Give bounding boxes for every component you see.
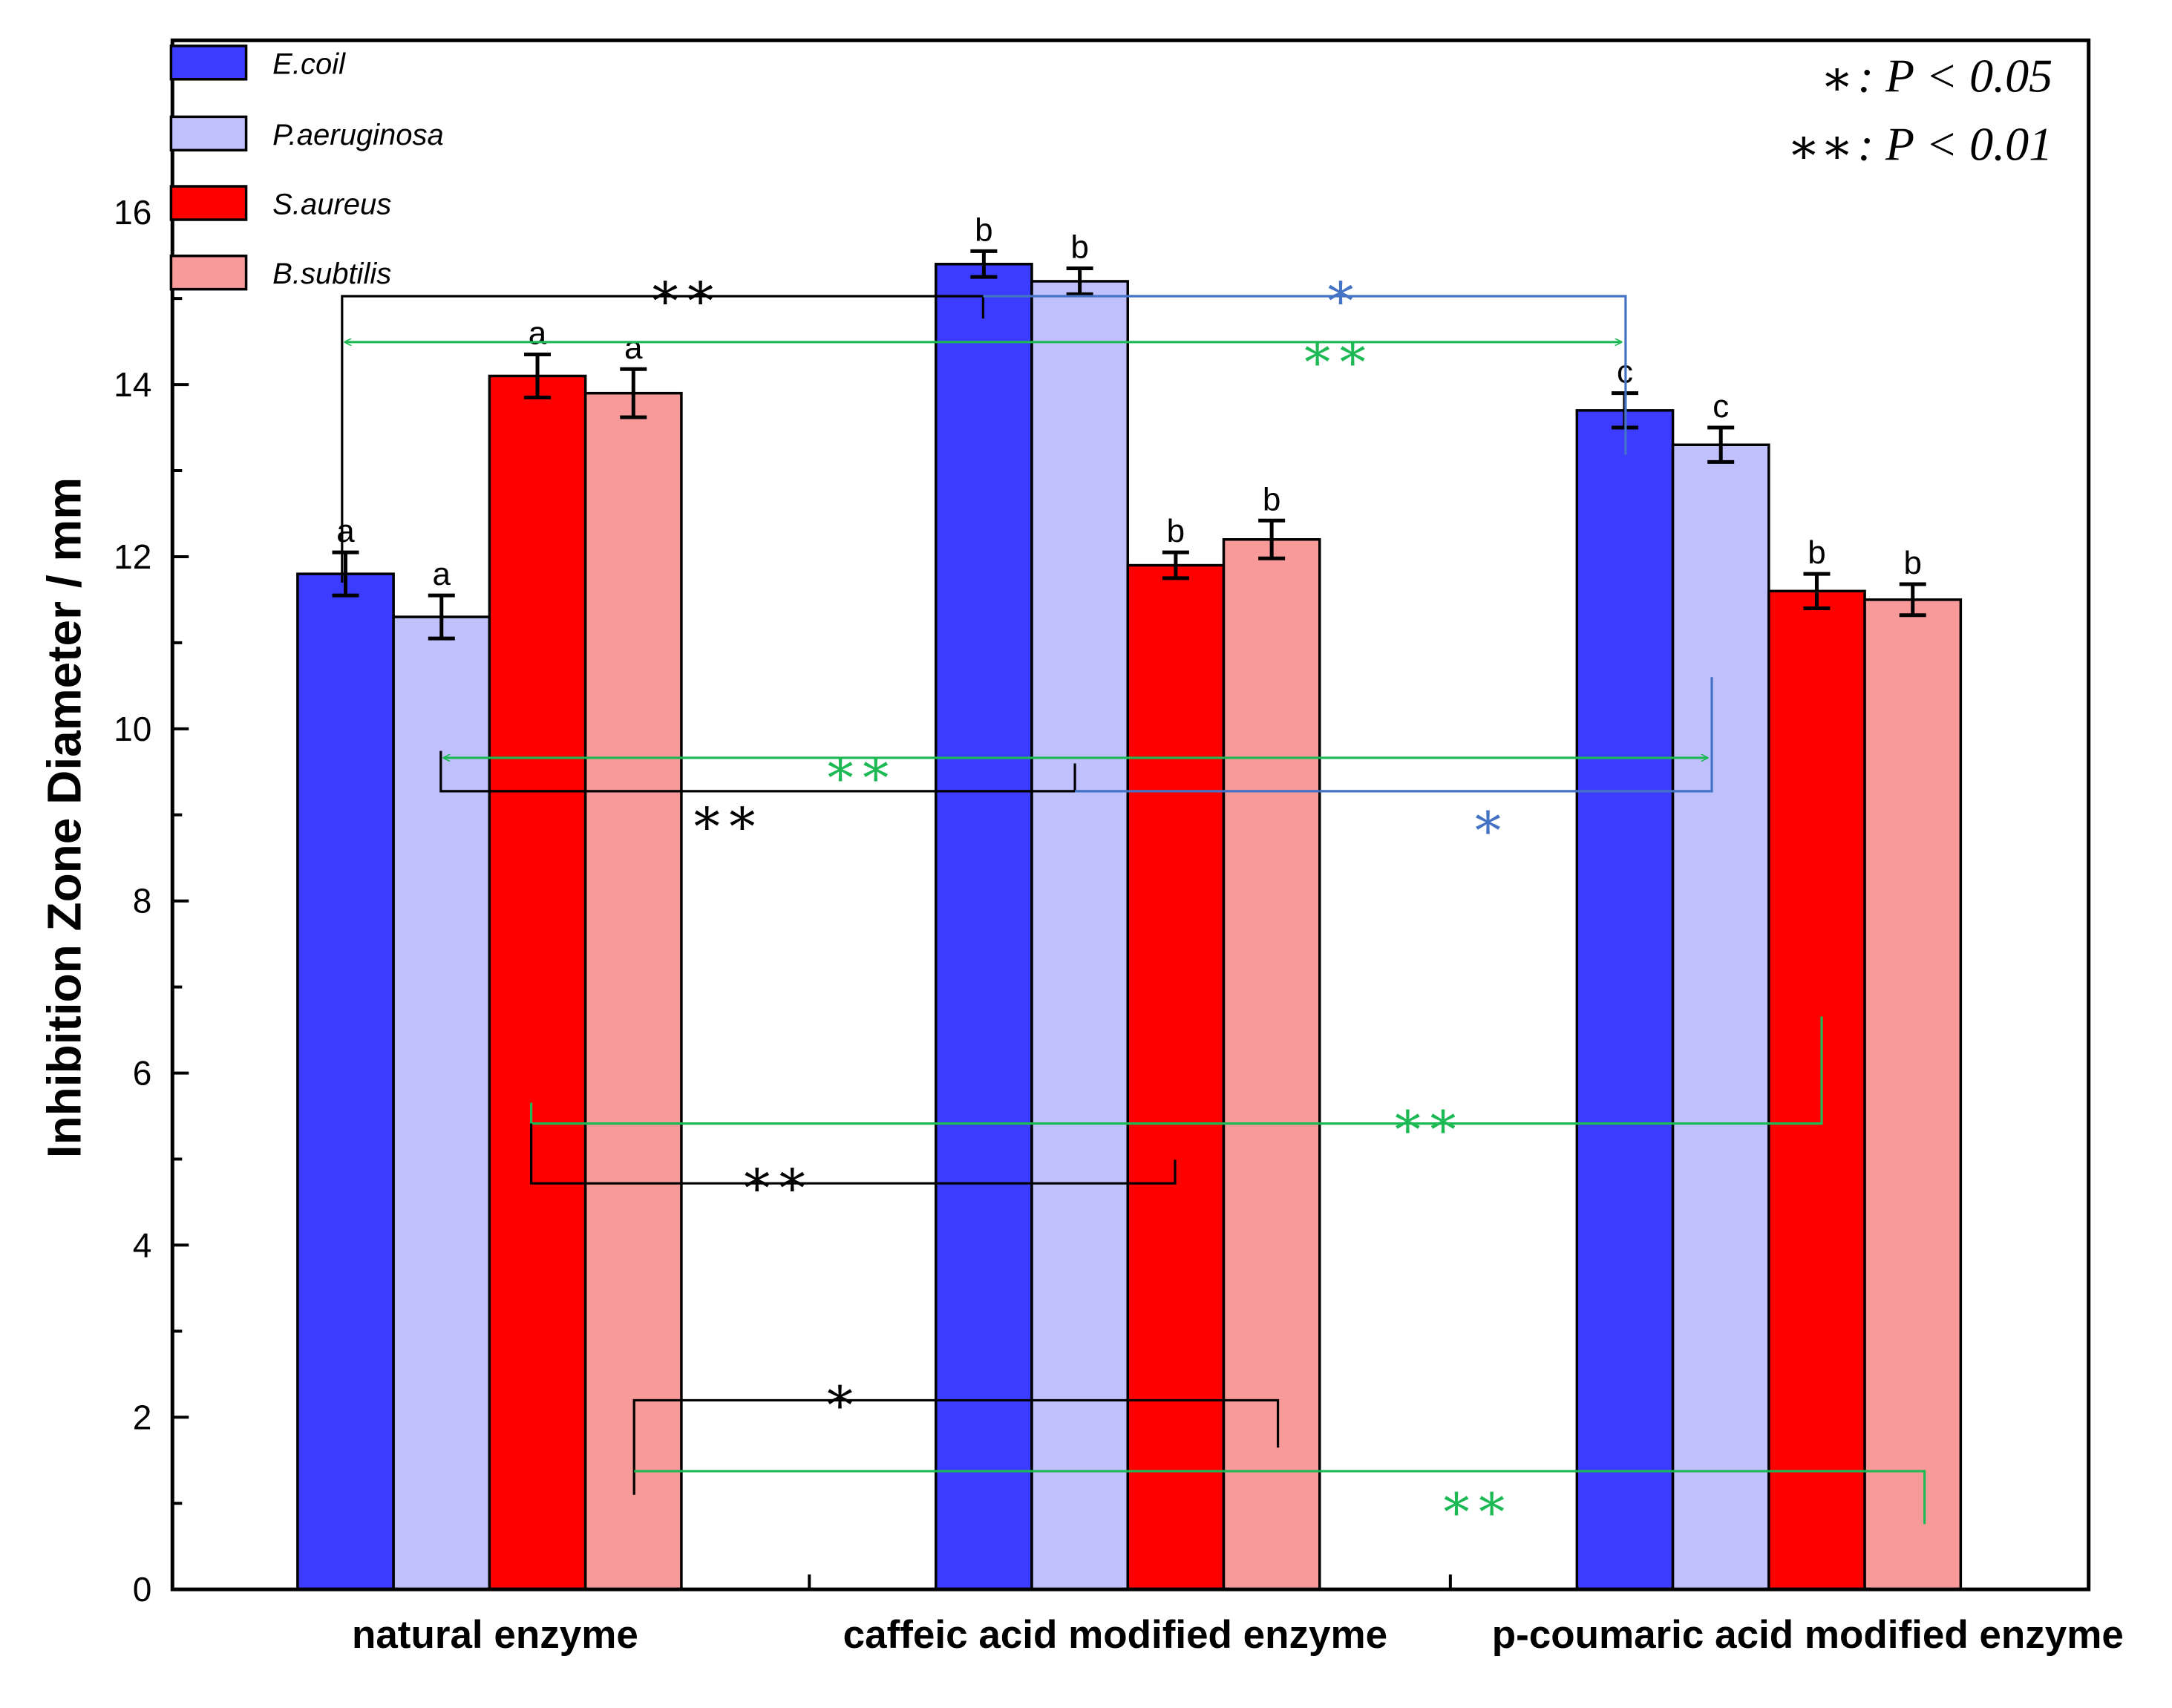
significance-label: ∗∗ <box>1390 1092 1461 1149</box>
significance-letter: b <box>1903 545 1921 581</box>
bracket-bsubtilis-natural-pcoumaric <box>634 1470 1926 1525</box>
legend-label: E.coil <box>272 48 346 80</box>
significance-label: ∗ <box>822 1367 858 1424</box>
y-tick-label: 10 <box>114 710 151 748</box>
bar-2-0 <box>488 374 587 1591</box>
significance-letter: a <box>336 513 355 549</box>
x-tick-label: p-coumaric acid modified enzyme <box>1492 1613 2124 1657</box>
y-tick-label: 14 <box>114 365 151 404</box>
bar-2-2 <box>1767 589 1866 1591</box>
significance-letter: c <box>1713 388 1729 425</box>
y-tick-label: 12 <box>114 537 151 576</box>
significance-layer: ∗∗ ∗∗∗∗∗∗∗ ∗∗∗∗∗∗∗∗ <box>341 264 1926 1532</box>
bracket-bsubtilis-natural-caffeic <box>632 1398 1280 1495</box>
significance-label: ∗ <box>1323 264 1358 321</box>
significance-key-text: : P < 0.05 <box>1858 50 2052 102</box>
bar-1-2 <box>1671 443 1770 1591</box>
significance-letter: b <box>1167 513 1185 549</box>
bar-2-1 <box>1126 563 1226 1591</box>
legend-label: S.aureus <box>272 188 391 220</box>
significance-letter: a <box>529 315 547 351</box>
bar-3-2 <box>1863 598 1963 1591</box>
significance-label: ∗∗ <box>1300 324 1370 382</box>
significance-label: ∗ <box>1471 794 1506 851</box>
legend-swatch-0 <box>169 45 248 81</box>
bracket-paeruginosa-caffeic-pcoumaric <box>1075 677 1713 793</box>
significance-label: ∗∗ <box>1439 1475 1509 1532</box>
significance-key-symbol: ∗∗ <box>1787 120 1854 174</box>
legend-swatch-2 <box>169 185 248 221</box>
bar-3-0 <box>583 391 683 1591</box>
y-tick-label: 4 <box>133 1226 152 1264</box>
y-tick-label: 6 <box>133 1054 152 1093</box>
significance-letter: b <box>1070 229 1088 266</box>
axes-layer: 0 2 4 6 8 10 12 14 16 natural enzyme caffeic acid … <box>38 38 2124 1657</box>
significance-label: ∗∗ <box>647 264 718 321</box>
significance-letter: a <box>433 556 451 592</box>
y-tick-label: 2 <box>133 1398 152 1436</box>
significance-label: ∗∗ <box>689 789 759 846</box>
bracket-saureus-natural-caffeic <box>530 1123 1177 1185</box>
significance-letter: b <box>975 212 992 248</box>
significance-key-symbol: ∗ <box>1820 52 1854 106</box>
bar-0-0 <box>296 572 395 1591</box>
y-axis-label: Inhibition Zone Diameter / mm <box>38 477 91 1158</box>
y-tick-label: 16 <box>114 193 151 232</box>
legend-swatch-3 <box>169 254 248 291</box>
bracket-ecoli-caffeic-pcoumaric <box>983 295 1627 455</box>
significance-letter: b <box>1263 481 1280 517</box>
bar-0-1 <box>934 263 1033 1591</box>
y-tick-label: 8 <box>133 882 152 920</box>
bracket-ecoli-natural-caffeic <box>341 295 985 583</box>
bar-3-1 <box>1222 538 1321 1591</box>
legend: E.coil P.aeruginosa S.aureus B.subtilis ∗: P… <box>169 45 2052 291</box>
bracket-saureus-natural-pcoumaric <box>530 1016 1823 1125</box>
legend-label: P.aeruginosa <box>272 119 444 151</box>
significance-letter: a <box>624 330 643 366</box>
legend-label: B.subtilis <box>272 258 391 290</box>
significance-letter: b <box>1808 534 1825 571</box>
significance-label: ∗∗ <box>739 1151 810 1208</box>
legend-swatch-1 <box>169 115 248 152</box>
x-tick-label: caffeic acid modified enzyme <box>843 1613 1387 1657</box>
y-tick-label: 0 <box>133 1570 152 1609</box>
significance-label: ∗∗ <box>822 740 893 797</box>
significance-key-text: : P < 0.01 <box>1858 117 2052 170</box>
bar-0-2 <box>1575 409 1675 1591</box>
bracket-paeruginosa-natural-caffeic <box>439 750 1076 793</box>
bar-1-1 <box>1030 280 1129 1591</box>
x-tick-label: natural enzyme <box>352 1613 638 1657</box>
